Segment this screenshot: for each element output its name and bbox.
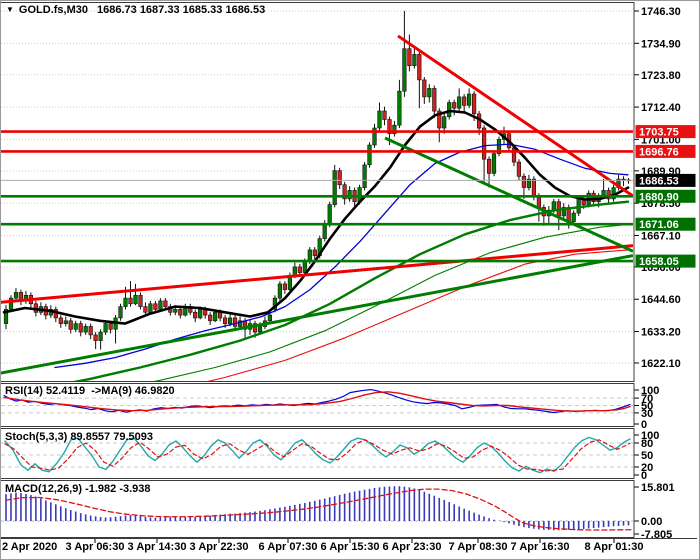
candles — [3, 11, 631, 350]
svg-text:30: 30 — [641, 408, 653, 420]
svg-text:3 Apr 06:30: 3 Apr 06:30 — [66, 541, 125, 553]
svg-text:1622.10: 1622.10 — [641, 358, 681, 370]
support-price-badge — [635, 217, 696, 231]
svg-text:1712.40: 1712.40 — [641, 102, 681, 114]
svg-text:7 Apr 16:30: 7 Apr 16:30 — [511, 541, 570, 553]
svg-text:1746.30: 1746.30 — [641, 6, 681, 18]
support-price-badge — [635, 254, 696, 268]
svg-text:100: 100 — [641, 430, 659, 442]
svg-text:1703.75: 1703.75 — [639, 127, 679, 139]
macd-pane: 15.801 0.00-7.805 — [1, 482, 675, 541]
resistance-price-badge — [635, 125, 696, 139]
svg-text:80: 80 — [641, 438, 653, 450]
svg-text:1696.76: 1696.76 — [639, 146, 679, 158]
svg-text:3 Apr 14:30: 3 Apr 14:30 — [128, 541, 187, 553]
svg-text:6 Apr 07:30: 6 Apr 07:30 — [259, 541, 318, 553]
svg-text:1686.53: 1686.53 — [639, 175, 679, 187]
svg-text:-7.805: -7.805 — [641, 529, 672, 541]
svg-text:1734.90: 1734.90 — [641, 38, 681, 50]
svg-text:2 Apr 2020: 2 Apr 2020 — [2, 541, 57, 553]
resistance-price-badge — [635, 144, 696, 158]
support-price-badge — [635, 189, 696, 203]
svg-text:1644.60: 1644.60 — [641, 294, 681, 306]
svg-text:1723.80: 1723.80 — [641, 70, 681, 82]
svg-text:50: 50 — [641, 450, 653, 462]
svg-text:7 Apr 08:30: 7 Apr 08:30 — [449, 541, 508, 553]
svg-text:8 Apr 01:30: 8 Apr 01:30 — [585, 541, 644, 553]
svg-text:1633.20: 1633.20 — [641, 327, 681, 339]
svg-text:100: 100 — [641, 385, 659, 397]
svg-text:15.801: 15.801 — [641, 482, 675, 494]
price-levels — [1, 130, 633, 263]
svg-text:20: 20 — [641, 462, 653, 474]
svg-text:3 Apr 22:30: 3 Apr 22:30 — [190, 541, 249, 553]
svg-text:1667.10: 1667.10 — [641, 230, 681, 242]
svg-text:1671.06: 1671.06 — [639, 219, 679, 231]
svg-text:1680.90: 1680.90 — [639, 191, 679, 203]
current-price-badge — [635, 173, 696, 187]
symbol-dropdown-icon[interactable]: ▼ — [6, 5, 14, 14]
svg-text:70: 70 — [641, 393, 653, 405]
main-grid — [1, 10, 633, 364]
trendlines — [1, 34, 633, 375]
svg-text:0.00: 0.00 — [641, 516, 662, 528]
svg-text:6 Apr 15:30: 6 Apr 15:30 — [321, 541, 380, 553]
svg-text:1658.05: 1658.05 — [639, 256, 679, 268]
svg-text:0: 0 — [641, 470, 647, 482]
svg-text:0: 0 — [641, 419, 647, 431]
time-scale: 2 Apr 2020 3 Apr 06:30 3 Apr 14:30 3 Apr 22… — [2, 539, 643, 553]
svg-text:50: 50 — [641, 401, 653, 413]
price-scale: 1746.301734.901723.801712.401701.001689.… — [634, 6, 696, 370]
svg-text:6 Apr 23:30: 6 Apr 23:30 — [383, 541, 442, 553]
